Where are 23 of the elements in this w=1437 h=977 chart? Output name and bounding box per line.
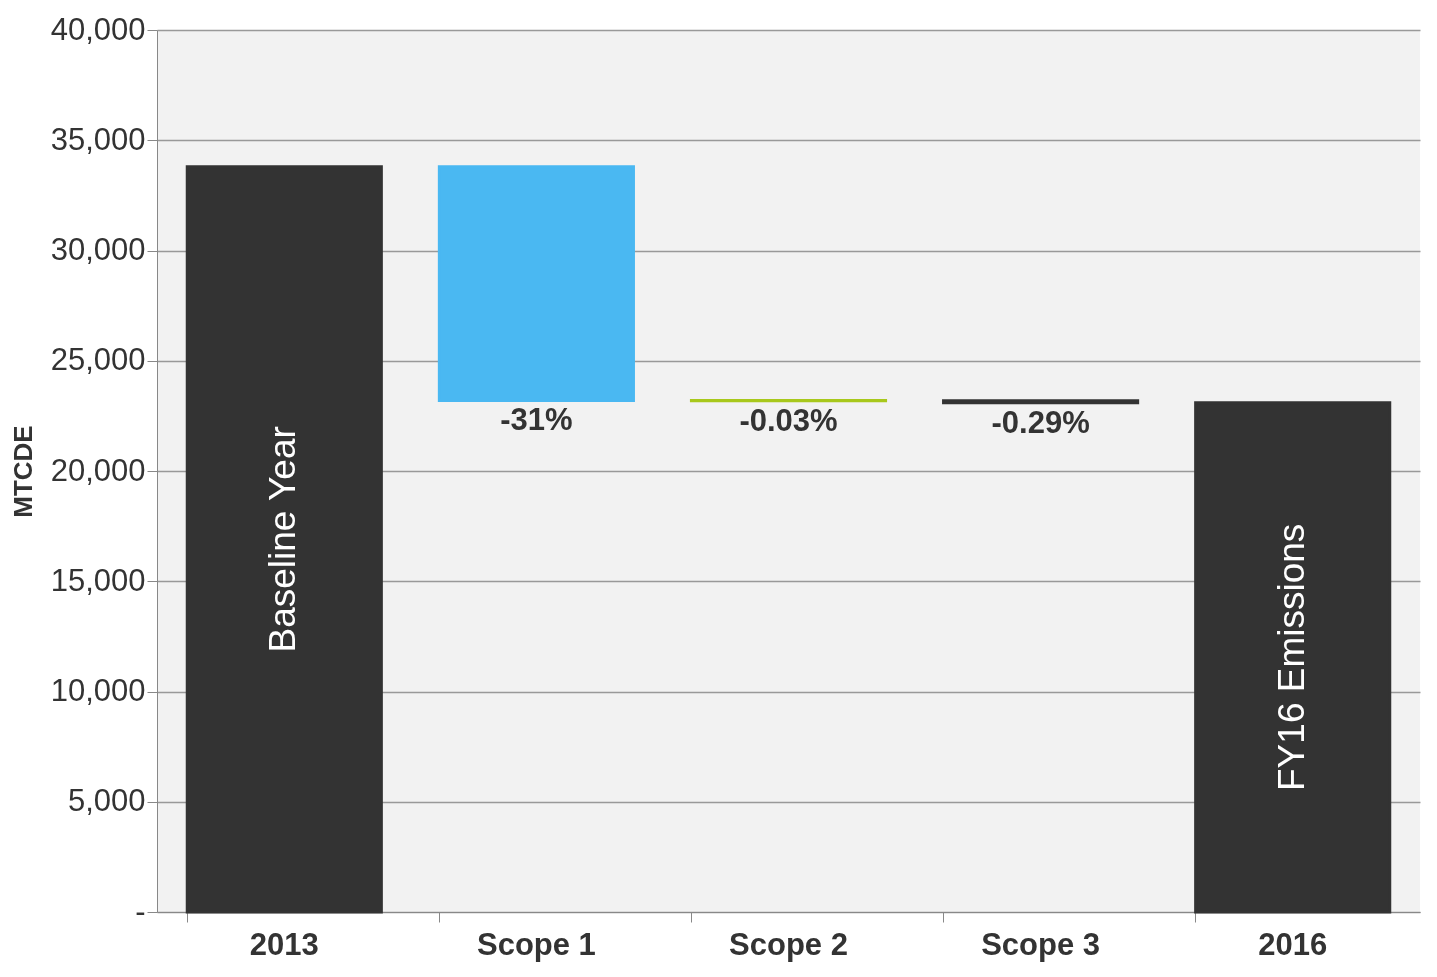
- y-tick-label: 10,000: [50, 673, 146, 708]
- y-tick-label: -: [135, 893, 146, 929]
- x-tick-label: 2013: [249, 926, 319, 962]
- annotation: -0.03%: [739, 402, 838, 438]
- y-axis-title: MTCDE: [7, 425, 38, 518]
- x-tick-label: Scope 1: [476, 926, 596, 962]
- y-tick-label: 40,000: [50, 11, 146, 47]
- y-tick-label: 35,000: [50, 121, 146, 157]
- y-tick-label: 25,000: [50, 342, 146, 378]
- x-tick-label: 2016: [1258, 926, 1328, 962]
- x-tick-label: Scope 2: [729, 926, 848, 962]
- bar: [1194, 401, 1392, 914]
- bar: [437, 165, 635, 402]
- annotation: -0.29%: [991, 404, 1090, 440]
- y-tick-label: 5,000: [67, 783, 146, 819]
- bar: [185, 165, 383, 914]
- x-tick-label: Scope 3: [981, 926, 1101, 962]
- annotation: -31%: [500, 402, 573, 438]
- y-tick-label: 30,000: [50, 232, 146, 267]
- annotation: Baseline Year: [262, 426, 304, 653]
- annotation: FY16 Emissions: [1270, 523, 1312, 791]
- y-tick-label: 15,000: [50, 562, 146, 598]
- y-tick-label: 20,000: [50, 452, 146, 488]
